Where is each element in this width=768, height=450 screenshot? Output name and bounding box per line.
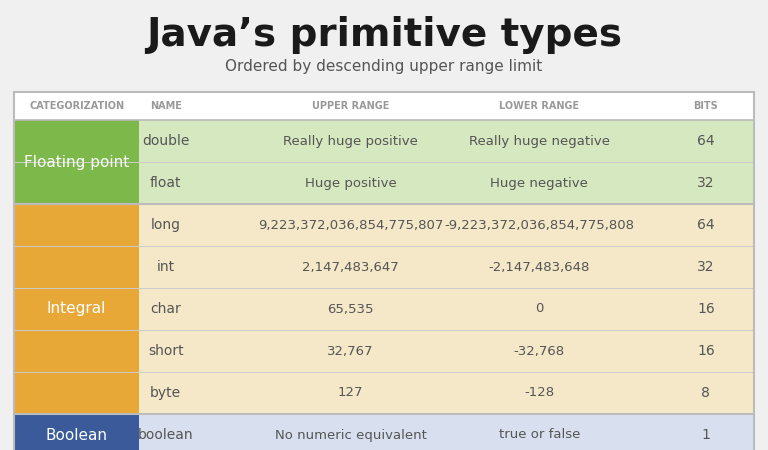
Bar xyxy=(14,92,754,450)
Text: double: double xyxy=(142,134,190,148)
Text: -128: -128 xyxy=(525,387,554,400)
Bar xyxy=(139,162,754,204)
Text: -2,147,483,648: -2,147,483,648 xyxy=(488,261,590,274)
Text: boolean: boolean xyxy=(138,428,194,442)
Text: CATEGORIZATION: CATEGORIZATION xyxy=(29,101,124,111)
Text: byte: byte xyxy=(150,386,181,400)
Text: Integral: Integral xyxy=(47,302,106,316)
Text: short: short xyxy=(148,344,184,358)
Text: int: int xyxy=(157,260,175,274)
Text: 127: 127 xyxy=(338,387,363,400)
Text: LOWER RANGE: LOWER RANGE xyxy=(499,101,580,111)
Text: Huge negative: Huge negative xyxy=(491,176,588,189)
Text: 32: 32 xyxy=(697,176,715,190)
Text: float: float xyxy=(150,176,181,190)
Text: UPPER RANGE: UPPER RANGE xyxy=(312,101,389,111)
Bar xyxy=(14,414,139,450)
Text: 32,767: 32,767 xyxy=(327,345,374,357)
Text: -32,768: -32,768 xyxy=(514,345,565,357)
Text: long: long xyxy=(151,218,180,232)
Bar xyxy=(139,246,754,288)
Bar xyxy=(14,204,139,414)
Text: 0: 0 xyxy=(535,302,544,315)
Text: 2,147,483,647: 2,147,483,647 xyxy=(303,261,399,274)
Bar xyxy=(139,330,754,372)
Text: No numeric equivalent: No numeric equivalent xyxy=(275,428,427,441)
Text: NAME: NAME xyxy=(150,101,182,111)
Text: char: char xyxy=(151,302,181,316)
Text: 9,223,372,036,854,775,807: 9,223,372,036,854,775,807 xyxy=(258,219,443,231)
Text: 65,535: 65,535 xyxy=(327,302,374,315)
Bar xyxy=(139,120,754,162)
Text: Really huge positive: Really huge positive xyxy=(283,135,418,148)
Bar xyxy=(139,414,754,450)
Text: Boolean: Boolean xyxy=(45,428,108,442)
Text: 1: 1 xyxy=(701,428,710,442)
Text: Java’s primitive types: Java’s primitive types xyxy=(146,16,622,54)
Text: Floating point: Floating point xyxy=(24,154,129,170)
Text: Ordered by descending upper range limit: Ordered by descending upper range limit xyxy=(225,59,543,75)
Text: BITS: BITS xyxy=(694,101,718,111)
Bar xyxy=(139,288,754,330)
Text: 64: 64 xyxy=(697,218,715,232)
Text: 8: 8 xyxy=(701,386,710,400)
Text: 64: 64 xyxy=(697,134,715,148)
Text: true or false: true or false xyxy=(498,428,580,441)
Text: Really huge negative: Really huge negative xyxy=(469,135,610,148)
Text: -9,223,372,036,854,775,808: -9,223,372,036,854,775,808 xyxy=(445,219,634,231)
Text: 32: 32 xyxy=(697,260,715,274)
Bar xyxy=(14,120,139,204)
Bar xyxy=(139,372,754,414)
Bar xyxy=(139,204,754,246)
Text: Huge positive: Huge positive xyxy=(305,176,396,189)
Text: 16: 16 xyxy=(697,344,715,358)
Text: 16: 16 xyxy=(697,302,715,316)
